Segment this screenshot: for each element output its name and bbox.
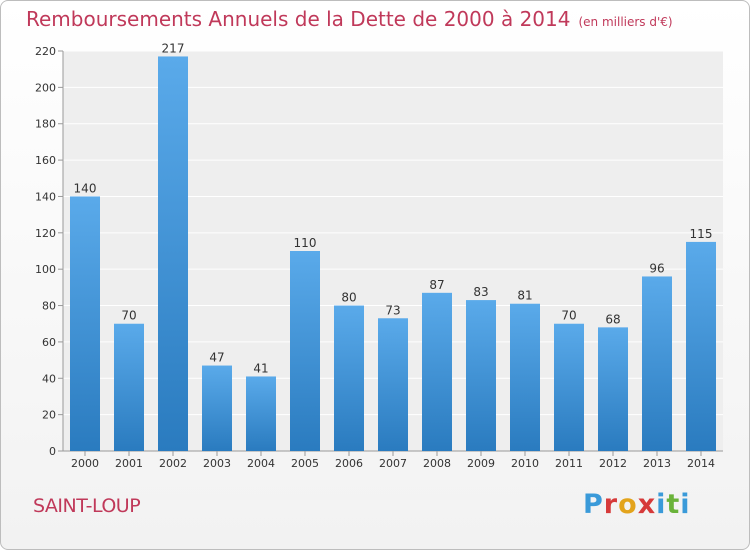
- bar: [290, 251, 320, 451]
- bar: [70, 196, 100, 451]
- bar-value-label: 70: [561, 309, 576, 323]
- bar: [246, 376, 276, 451]
- bar-value-label: 217: [162, 41, 185, 55]
- y-tick-label: 80: [42, 300, 56, 313]
- x-tick-label: 2008: [423, 457, 451, 470]
- y-tick-label: 100: [35, 263, 56, 276]
- bar-value-label: 41: [253, 361, 268, 375]
- y-tick-label: 40: [42, 372, 56, 385]
- bar-value-label: 115: [690, 227, 713, 241]
- x-tick-label: 2002: [159, 457, 187, 470]
- x-tick-label: 2010: [511, 457, 539, 470]
- x-tick-label: 2007: [379, 457, 407, 470]
- y-tick-label: 140: [35, 190, 56, 203]
- x-tick-label: 2006: [335, 457, 363, 470]
- y-tick-label: 60: [42, 336, 56, 349]
- x-tick-label: 2001: [115, 457, 143, 470]
- bar: [334, 305, 364, 451]
- bar: [158, 56, 188, 452]
- logo-letter: x: [637, 489, 657, 520]
- logo-letter: i: [656, 489, 667, 520]
- bar-value-label: 110: [294, 236, 317, 250]
- bar: [642, 276, 672, 451]
- y-tick-label: 200: [35, 81, 56, 94]
- x-tick-label: 2011: [555, 457, 583, 470]
- x-tick-label: 2013: [643, 457, 671, 470]
- bar-value-label: 81: [517, 289, 532, 303]
- bar-value-label: 70: [121, 309, 136, 323]
- y-tick-label: 20: [42, 409, 56, 422]
- x-tick-label: 2009: [467, 457, 495, 470]
- bar: [598, 327, 628, 451]
- bar-value-label: 47: [209, 351, 224, 365]
- chart-unit-label: (en milliers d'€): [578, 15, 673, 29]
- bar: [466, 300, 496, 451]
- bar-value-label: 83: [473, 285, 488, 299]
- chart-title-text: Remboursements Annuels de la Dette de 20…: [26, 7, 571, 31]
- bar-value-label: 73: [385, 303, 400, 317]
- bar: [686, 241, 716, 451]
- y-tick-label: 180: [35, 118, 56, 131]
- x-tick-label: 2000: [71, 457, 99, 470]
- logo-letter: t: [666, 489, 681, 520]
- bar: [202, 365, 232, 451]
- bar: [554, 323, 584, 451]
- x-tick-label: 2003: [203, 457, 231, 470]
- logo-letter: i: [680, 489, 691, 520]
- x-tick-label: 2012: [599, 457, 627, 470]
- bar: [510, 303, 540, 451]
- bar-value-label: 140: [74, 181, 97, 195]
- y-tick-label: 0: [49, 445, 56, 458]
- logo-letter: r: [603, 489, 619, 520]
- bar-value-label: 87: [429, 278, 444, 292]
- logo-letter: o: [618, 489, 638, 520]
- place-name: SAINT-LOUP: [33, 495, 141, 517]
- proxiti-logo[interactable]: Proxiti: [583, 489, 691, 520]
- bar: [114, 323, 144, 451]
- y-tick-label: 120: [35, 227, 56, 240]
- x-tick-label: 2014: [687, 457, 715, 470]
- bar-value-label: 96: [649, 261, 664, 275]
- bar-value-label: 68: [605, 312, 620, 326]
- bar-value-label: 80: [341, 291, 356, 305]
- x-tick-label: 2004: [247, 457, 275, 470]
- y-tick-label: 220: [35, 45, 56, 58]
- x-tick-label: 2005: [291, 457, 319, 470]
- chart-title: Remboursements Annuels de la Dette de 20…: [26, 7, 673, 31]
- logo-letter: P: [583, 489, 604, 520]
- bar: [378, 318, 408, 451]
- bar: [422, 292, 452, 451]
- y-tick-label: 160: [35, 154, 56, 167]
